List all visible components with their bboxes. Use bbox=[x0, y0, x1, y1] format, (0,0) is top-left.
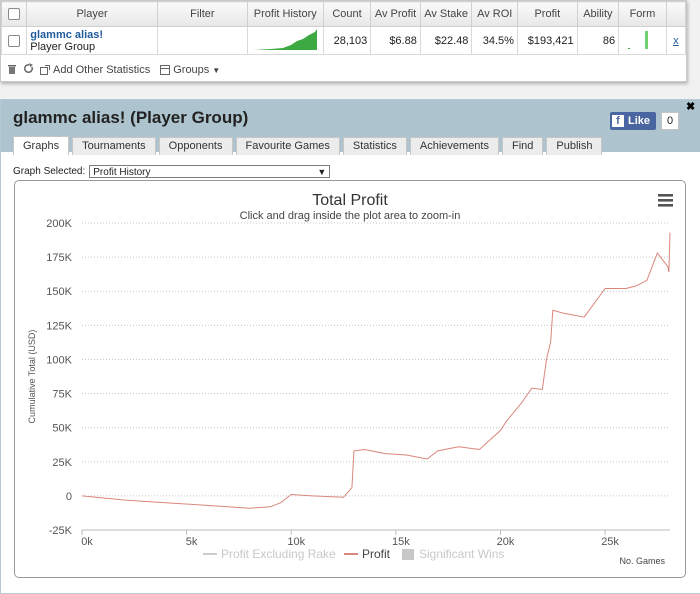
col-filter[interactable]: Filter bbox=[156, 1, 248, 27]
chart-container[interactable]: Total Profit Click and drag inside the pl… bbox=[14, 180, 686, 578]
y-tick-label: 125K bbox=[46, 320, 72, 332]
profit-value: $193,421 bbox=[516, 26, 578, 55]
profit-history-sparkline bbox=[246, 26, 324, 55]
chart-subtitle: Click and drag inside the plot area to z… bbox=[240, 210, 461, 222]
y-tick-label: 0 bbox=[66, 491, 72, 503]
tab-graphs[interactable]: Graphs bbox=[13, 136, 70, 155]
y-tick-label: 200K bbox=[46, 218, 72, 230]
av-stake-value: $22.48 bbox=[419, 26, 473, 55]
player-group-panel: glammc alias! (Player Group) f Like 0 Gr… bbox=[0, 99, 700, 594]
panel-header: glammc alias! (Player Group) f Like 0 Gr… bbox=[1, 100, 700, 155]
svg-text:Profit: Profit bbox=[362, 547, 391, 561]
col-av-roi[interactable]: Av ROI bbox=[471, 1, 518, 27]
x-axis-label: No. Games bbox=[619, 556, 665, 566]
tab-tournaments[interactable]: Tournaments bbox=[72, 137, 156, 155]
legend-item[interactable]: Profit bbox=[344, 547, 391, 561]
tab-achievements[interactable]: Achievements bbox=[409, 137, 499, 155]
player-name-link[interactable]: glammc alias! bbox=[30, 28, 104, 41]
col-form[interactable]: Form bbox=[618, 1, 667, 27]
select-all-checkbox[interactable] bbox=[0, 1, 28, 27]
ability-value: 86 bbox=[576, 26, 620, 55]
stats-header-row: Player Filter Profit History Count Av Pr… bbox=[0, 1, 687, 27]
tab-opponents[interactable]: Opponents bbox=[158, 137, 233, 155]
sparkline-icon bbox=[252, 29, 317, 50]
x-tick-label: 15k bbox=[392, 536, 410, 548]
tab-statistics[interactable]: Statistics bbox=[342, 137, 407, 155]
like-button[interactable]: f Like bbox=[610, 112, 657, 130]
graph-selector-label: Graph Selected: bbox=[13, 166, 86, 177]
player-type: Player Group bbox=[30, 40, 96, 53]
facebook-icon: f bbox=[612, 115, 624, 127]
like-label: Like bbox=[628, 115, 651, 127]
graph-selector: Graph Selected: Profit History ▼ bbox=[13, 165, 331, 178]
form-bars-icon bbox=[628, 31, 649, 49]
groups-icon bbox=[160, 65, 171, 75]
legend-item[interactable]: Significant Wins bbox=[402, 547, 504, 561]
filter-cell bbox=[156, 26, 248, 55]
table-row: glammc alias! Player Group 28,103 $6.88 … bbox=[0, 26, 687, 55]
trash-icon[interactable] bbox=[7, 63, 17, 77]
col-ability[interactable]: Ability bbox=[576, 1, 620, 27]
groups-label: Groups bbox=[173, 64, 210, 76]
tab-publish[interactable]: Publish bbox=[546, 137, 603, 155]
chevron-down-icon: ▼ bbox=[212, 65, 221, 75]
y-tick-label: 25K bbox=[52, 457, 72, 469]
tab-favourite-games[interactable]: Favourite Games bbox=[235, 137, 340, 155]
tab-find[interactable]: Find bbox=[501, 137, 544, 155]
page-title: glammc alias! (Player Group) bbox=[13, 108, 249, 127]
col-player[interactable]: Player bbox=[26, 1, 158, 27]
svg-text:Significant Wins: Significant Wins bbox=[419, 547, 504, 561]
y-tick-label: 75K bbox=[52, 389, 72, 401]
count-value: 28,103 bbox=[322, 26, 372, 55]
col-remove bbox=[665, 1, 687, 27]
player-cell[interactable]: glammc alias! Player Group bbox=[26, 26, 158, 55]
graph-select-value: Profit History bbox=[93, 167, 151, 178]
stats-panel: Player Filter Profit History Count Av Pr… bbox=[0, 0, 687, 82]
y-tick-label: -25K bbox=[49, 525, 73, 537]
tab-bar: Graphs Tournaments Opponents Favourite Game… bbox=[13, 136, 605, 155]
row-checkbox[interactable] bbox=[0, 26, 28, 55]
col-av-stake[interactable]: Av Stake bbox=[419, 1, 473, 27]
like-count: 0 bbox=[661, 112, 680, 130]
chart-title: Total Profit bbox=[312, 192, 388, 209]
x-tick-label: 0k bbox=[81, 536, 93, 548]
col-profit[interactable]: Profit bbox=[516, 1, 578, 27]
groups-dropdown[interactable]: Groups ▼ bbox=[160, 64, 220, 76]
col-profit-history[interactable]: Profit History bbox=[246, 1, 324, 27]
chart-menu-icon[interactable] bbox=[658, 194, 673, 207]
stats-table: Player Filter Profit History Count Av Pr… bbox=[0, 1, 687, 55]
add-other-statistics-button[interactable]: Add Other Statistics bbox=[40, 64, 150, 76]
stats-toolbar: Add Other Statistics Groups ▼ bbox=[7, 61, 220, 79]
legend-item[interactable]: Profit Excluding Rake bbox=[203, 547, 336, 561]
av-profit-value: $6.88 bbox=[370, 26, 421, 55]
svg-text:Profit Excluding Rake: Profit Excluding Rake bbox=[221, 547, 336, 561]
y-tick-label: 175K bbox=[46, 252, 72, 264]
y-tick-label: 150K bbox=[46, 286, 72, 298]
remove-row-link[interactable]: x bbox=[665, 26, 687, 55]
x-tick-label: 5k bbox=[186, 536, 198, 548]
external-icon bbox=[40, 65, 50, 75]
refresh-icon[interactable] bbox=[23, 63, 34, 77]
chevron-down-icon: ▼ bbox=[317, 167, 327, 177]
series-line-profit bbox=[81, 232, 671, 509]
remove-row-text[interactable]: x bbox=[673, 34, 679, 47]
y-tick-label: 50K bbox=[52, 423, 72, 435]
add-other-statistics-label: Add Other Statistics bbox=[53, 64, 151, 76]
col-av-profit[interactable]: Av Profit bbox=[370, 1, 421, 27]
x-tick-label: 20k bbox=[497, 536, 515, 548]
y-axis-label: Cumulative Total (USD) bbox=[27, 330, 37, 424]
facebook-like: f Like 0 bbox=[610, 112, 680, 130]
av-roi-value: 34.5% bbox=[471, 26, 518, 55]
x-tick-label: 25k bbox=[601, 536, 619, 548]
form-indicator bbox=[618, 26, 667, 55]
x-tick-label: 10k bbox=[287, 536, 305, 548]
graph-select[interactable]: Profit History ▼ bbox=[89, 165, 331, 178]
close-icon[interactable]: ✖ bbox=[686, 101, 696, 113]
col-count[interactable]: Count bbox=[322, 1, 372, 27]
y-tick-label: 100K bbox=[46, 354, 72, 366]
